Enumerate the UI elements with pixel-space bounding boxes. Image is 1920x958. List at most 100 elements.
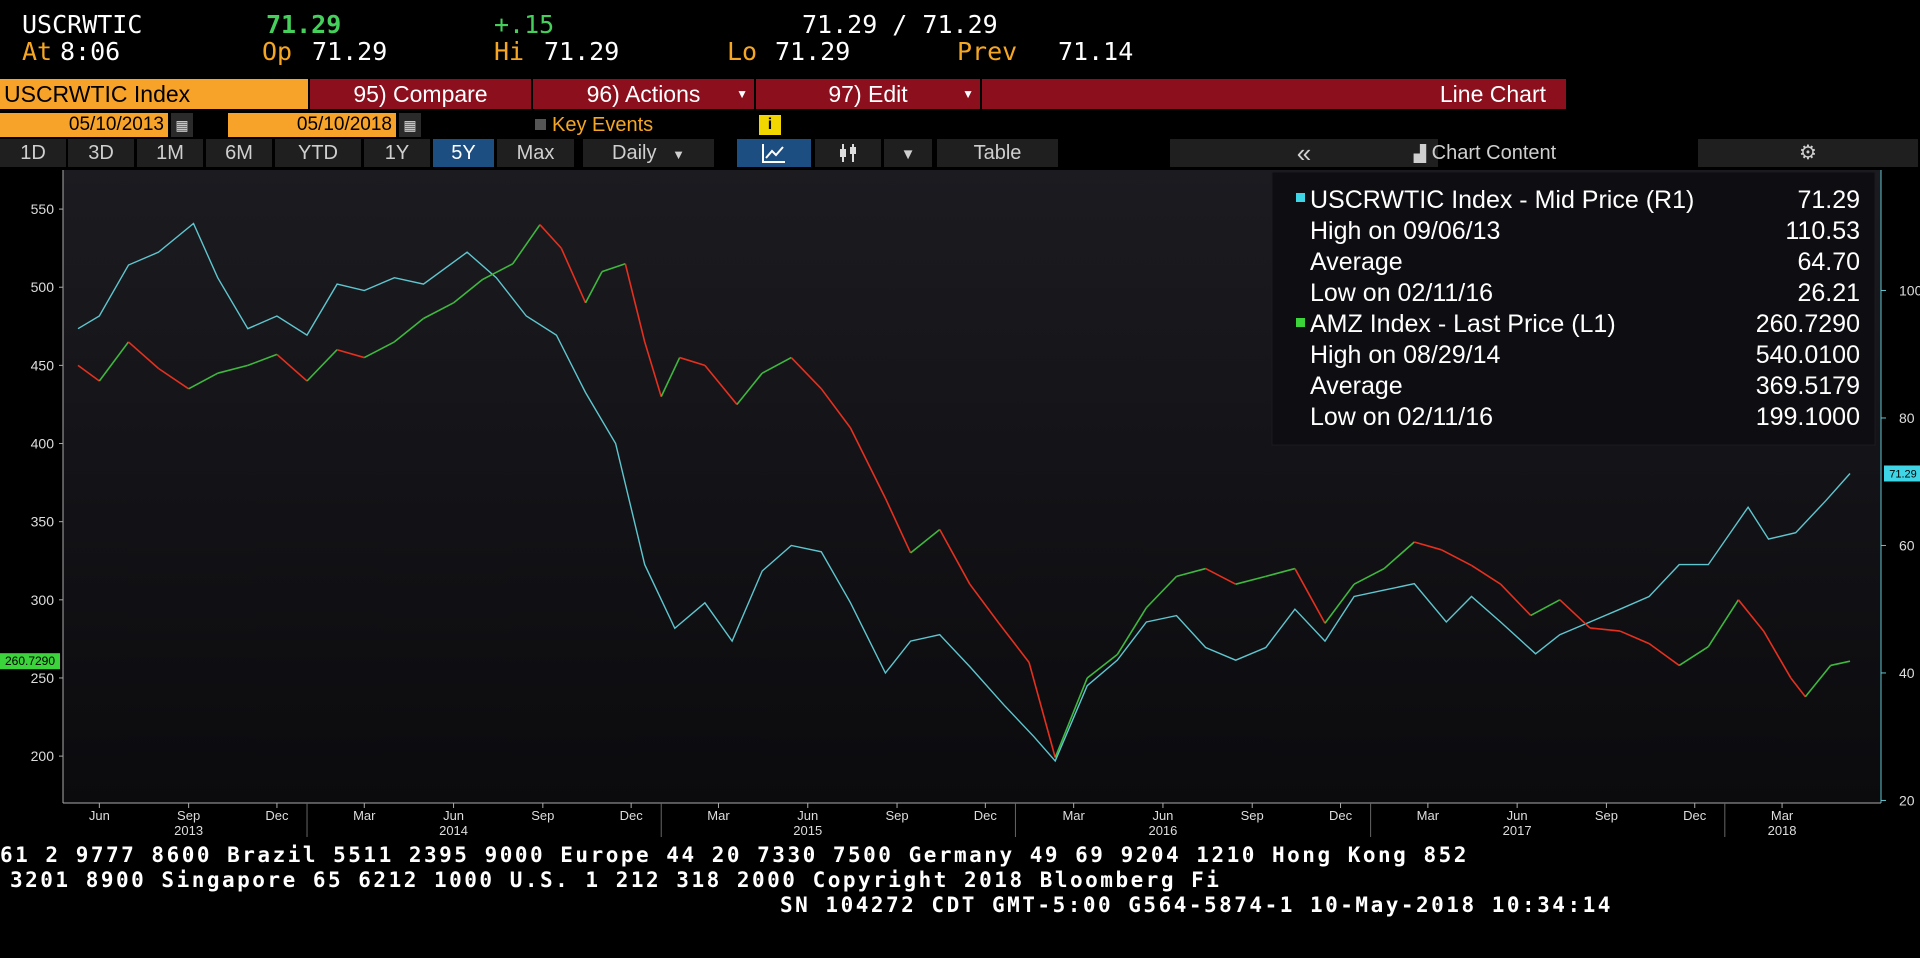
edit-button[interactable]: 97) Edit ▼ xyxy=(756,79,980,109)
low-label: Lo xyxy=(727,37,758,66)
amz-price-segment xyxy=(1559,599,1591,629)
amz-price-segment xyxy=(1383,541,1415,570)
amz-swatch xyxy=(1296,318,1305,327)
candlestick-icon[interactable] xyxy=(815,139,881,167)
period-1m[interactable]: 1M xyxy=(137,139,203,167)
chart-content-label: Chart Content xyxy=(1431,142,1557,164)
legend-row-label: Low on 02/11/16 xyxy=(1310,279,1493,307)
amz-price-segment xyxy=(1619,630,1650,645)
amz-last-value-label: 260.7290 xyxy=(5,654,55,668)
x-axis-tick-label: Sep xyxy=(1241,808,1264,823)
x-axis-tick-label: Mar xyxy=(1062,808,1085,823)
calendar-icon[interactable]: ▦ xyxy=(399,113,421,137)
legend-row-value: 64.70 xyxy=(1797,248,1860,276)
right-axis-tick-label: 40 xyxy=(1899,665,1915,681)
amz-price-segment xyxy=(77,364,100,382)
amz-price-segment xyxy=(1294,568,1326,624)
amz-price-segment xyxy=(1707,599,1740,648)
amz-price-segment xyxy=(1324,583,1355,624)
wti-last-value-label: 71.29 xyxy=(1889,468,1917,480)
edit-label: 97) Edit xyxy=(828,81,908,107)
amz-price-segment xyxy=(704,364,738,405)
year-label: 2015 xyxy=(793,823,822,838)
amz-price-segment xyxy=(247,353,278,367)
left-axis-tick-label: 350 xyxy=(31,514,55,530)
period-max[interactable]: Max xyxy=(497,139,574,167)
open-label: Op xyxy=(262,37,293,66)
amz-price-segment xyxy=(1145,575,1178,609)
price-chart[interactable]: 200 250 300 350 400 450 500 550 20 40 60 80 100 Jun Se… xyxy=(0,170,1920,842)
contact-ticker-line-2: 3201 8900 Singapore 65 6212 1000 U.S. 1 … xyxy=(10,868,1222,892)
last-price: 71.29 xyxy=(266,10,342,39)
amz-price-segment xyxy=(1441,549,1472,567)
frequency-label: Daily xyxy=(612,142,657,164)
amz-price-segment xyxy=(790,357,822,390)
gear-icon[interactable]: ⚙ xyxy=(1698,139,1918,167)
x-axis-tick-label: Mar xyxy=(1417,808,1440,823)
security-field[interactable]: USCRWTIC Index xyxy=(0,79,308,109)
period-ytd[interactable]: YTD xyxy=(275,139,361,167)
end-date-input[interactable]: 05/10/2018 xyxy=(228,113,396,137)
chart-type-selector[interactable]: Line Chart xyxy=(982,79,1566,109)
amz-price-segment xyxy=(969,583,1000,624)
amz-price-segment xyxy=(98,341,130,382)
wti-last-value-tag: 71.29 xyxy=(1884,465,1920,482)
year-label: 2018 xyxy=(1768,823,1797,838)
amz-price-segment xyxy=(1086,653,1118,679)
left-axis-tick-label: 550 xyxy=(31,201,55,217)
year-label: 2013 xyxy=(174,823,203,838)
key-events-checkbox[interactable] xyxy=(535,119,546,130)
compare-button[interactable]: 95) Compare xyxy=(310,79,531,109)
actions-button[interactable]: 96) Actions ▼ xyxy=(533,79,754,109)
chevron-down-icon[interactable]: ▼ xyxy=(884,139,932,167)
x-axis-tick-label: Dec xyxy=(1683,808,1707,823)
period-5y[interactable]: 5Y xyxy=(433,139,494,167)
amz-price-segment xyxy=(1116,607,1148,655)
amz-price-segment xyxy=(761,356,792,374)
amz-price-segment xyxy=(1762,630,1792,679)
chart-icon: ▟ xyxy=(1413,146,1427,163)
start-date-input[interactable]: 05/10/2013 xyxy=(0,113,168,137)
legend-row-value: 260.7290 xyxy=(1756,310,1860,338)
left-axis-tick-label: 450 xyxy=(31,357,55,373)
x-axis-tick-label: Sep xyxy=(531,808,554,823)
info-icon[interactable]: i xyxy=(759,115,781,135)
amz-price-segment xyxy=(660,357,681,397)
right-axis-tick-label: 20 xyxy=(1899,792,1915,808)
x-axis-tick-label: Dec xyxy=(265,808,289,823)
contact-ticker-line-1: 61 2 9777 8600 Brazil 5511 2395 9000 Eur… xyxy=(0,843,1469,867)
period-3d[interactable]: 3D xyxy=(68,139,134,167)
amz-price-segment xyxy=(453,278,484,304)
collapse-button[interactable]: « xyxy=(1170,139,1438,167)
legend-row-value: 369.5179 xyxy=(1756,372,1860,400)
amz-price-segment xyxy=(884,497,912,554)
low-price: 71.29 xyxy=(775,37,851,66)
legend-background xyxy=(1271,171,1876,446)
period-6m[interactable]: 6M xyxy=(206,139,272,167)
legend-row-label: Average xyxy=(1310,372,1403,400)
session-info: SN 104272 CDT GMT-5:00 G564-5874-1 10-Ma… xyxy=(780,893,1613,917)
frequency-dropdown[interactable]: Daily ▼ xyxy=(583,139,714,167)
wti-last-value-box xyxy=(1884,465,1920,482)
line-chart-icon[interactable] xyxy=(737,139,811,167)
legend-row-label: Average xyxy=(1310,248,1403,276)
amz-price-segment xyxy=(910,528,941,554)
amz-price-segment xyxy=(423,302,454,320)
high-price: 71.29 xyxy=(544,37,620,66)
amz-price-segment xyxy=(276,353,308,382)
table-button[interactable]: Table xyxy=(937,139,1058,167)
x-axis-tick-label: Sep xyxy=(1595,808,1618,823)
chevron-down-icon: ▼ xyxy=(736,87,748,101)
period-1d[interactable]: 1D xyxy=(0,139,66,167)
period-1y[interactable]: 1Y xyxy=(364,139,430,167)
x-axis-tick-label: Dec xyxy=(974,808,998,823)
amz-price-segment xyxy=(1176,567,1206,578)
x-axis-tick-label: Jun xyxy=(1507,808,1528,823)
amz-price-segment xyxy=(1500,583,1532,616)
amz-price-segment xyxy=(1235,575,1267,585)
amz-price-segment xyxy=(512,224,541,265)
amz-price-segment xyxy=(393,317,424,343)
calendar-icon[interactable]: ▦ xyxy=(171,113,193,137)
legend-row-value: 199.1000 xyxy=(1756,403,1860,431)
chart-content-button[interactable]: ▟ Chart Content xyxy=(1275,139,1695,167)
